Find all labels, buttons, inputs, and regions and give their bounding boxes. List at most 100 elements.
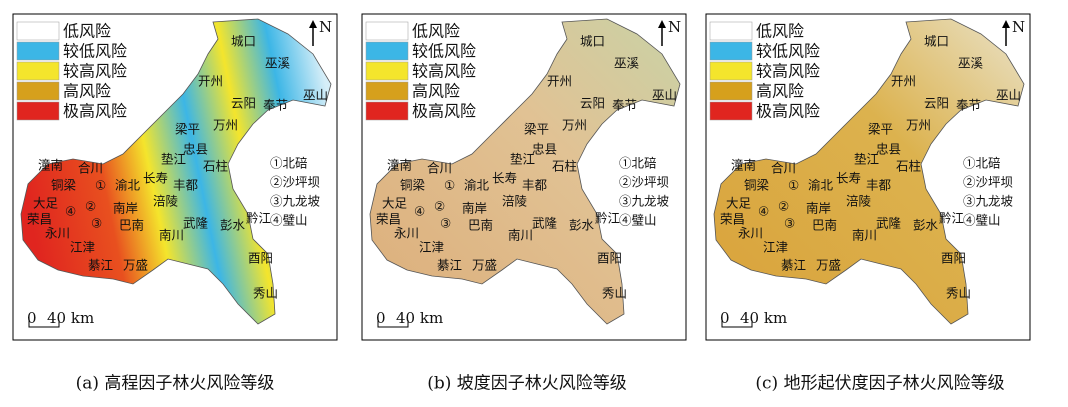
place-label: 忠县 bbox=[183, 142, 208, 157]
place-label: 万盛 bbox=[816, 258, 841, 273]
place-label: 铜梁 bbox=[51, 178, 77, 193]
scale-bar bbox=[721, 320, 753, 328]
legend-label: 较低风险 bbox=[412, 42, 476, 61]
place-label: 开州 bbox=[891, 74, 916, 89]
place-label: 开州 bbox=[547, 74, 572, 89]
district-note: ①北碚 bbox=[270, 156, 308, 171]
place-label: 忠县 bbox=[532, 142, 557, 157]
panel-caption: (b) 坡度因子林火风险等级 bbox=[427, 374, 627, 394]
place-label: 丰都 bbox=[522, 178, 548, 193]
legend-swatch bbox=[709, 21, 753, 41]
place-label: 云阳 bbox=[580, 96, 605, 111]
scale-bar bbox=[28, 320, 60, 328]
legend-label: 低风险 bbox=[63, 22, 111, 41]
place-label: 南川 bbox=[508, 228, 533, 243]
place-label: 石柱 bbox=[203, 159, 228, 174]
legend-swatch bbox=[16, 61, 60, 81]
place-label: 武隆 bbox=[532, 216, 558, 231]
place-label: 荣昌 bbox=[376, 212, 401, 227]
district-note: ③九龙坡 bbox=[619, 194, 670, 209]
district-note: ②沙坪坝 bbox=[963, 175, 1013, 190]
scale-start: 0 bbox=[720, 309, 730, 327]
place-label: ① bbox=[95, 178, 106, 193]
place-label: 南岸 bbox=[462, 201, 487, 216]
place-label: ④ bbox=[65, 204, 76, 219]
place-label: 万盛 bbox=[123, 258, 148, 273]
place-label: 涪陵 bbox=[502, 194, 528, 209]
place-label: 城口 bbox=[580, 34, 605, 49]
place-label: 秀山 bbox=[253, 286, 278, 301]
scale-end: 40 km bbox=[740, 309, 787, 327]
place-label: 南川 bbox=[159, 228, 184, 243]
place-label: 江津 bbox=[419, 240, 444, 255]
place-label: 綦江 bbox=[88, 258, 113, 273]
place-label: 万盛 bbox=[472, 258, 497, 273]
place-label: 黔江 bbox=[246, 211, 271, 226]
legend-swatch bbox=[709, 101, 753, 121]
place-label: 万州 bbox=[906, 118, 931, 133]
place-label: ② bbox=[778, 199, 789, 214]
place-label: 梁平 bbox=[868, 122, 893, 137]
place-label: 涪陵 bbox=[846, 194, 872, 209]
north-label: N bbox=[1012, 18, 1025, 36]
legend-label: 高风险 bbox=[412, 82, 460, 101]
district-note: ②沙坪坝 bbox=[619, 175, 669, 190]
place-label: 渝北 bbox=[808, 178, 834, 193]
north-arrowhead bbox=[309, 20, 317, 28]
scale-end: 40 km bbox=[396, 309, 443, 327]
place-label: 万州 bbox=[213, 118, 238, 133]
place-label: 荣昌 bbox=[27, 212, 52, 227]
legend-swatch bbox=[16, 101, 60, 121]
district-note: ②沙坪坝 bbox=[270, 175, 320, 190]
place-label: 奉节 bbox=[612, 98, 637, 113]
north-label: N bbox=[319, 18, 332, 36]
district-note: ③九龙坡 bbox=[270, 194, 321, 209]
district-note: ①北碚 bbox=[963, 156, 1001, 171]
place-label: 忠县 bbox=[876, 142, 901, 157]
place-label: 合川 bbox=[427, 161, 452, 176]
place-label: 酉阳 bbox=[597, 251, 622, 266]
place-label: 潼南 bbox=[38, 158, 63, 173]
place-label: 巫山 bbox=[652, 88, 677, 103]
place-label: ④ bbox=[758, 204, 769, 219]
north-arrowhead bbox=[1002, 20, 1010, 28]
place-label: 渝北 bbox=[464, 178, 490, 193]
place-label: 酉阳 bbox=[941, 251, 966, 266]
place-label: 渝北 bbox=[115, 178, 141, 193]
place-label: 江津 bbox=[763, 240, 788, 255]
place-label: 云阳 bbox=[231, 96, 256, 111]
place-label: 梁平 bbox=[175, 122, 200, 137]
place-label: 巴南 bbox=[119, 218, 144, 233]
place-label: ② bbox=[434, 199, 445, 214]
place-label: 武隆 bbox=[876, 216, 902, 231]
place-label: 丰都 bbox=[173, 178, 199, 193]
place-label: ③ bbox=[440, 216, 451, 231]
place-label: 铜梁 bbox=[400, 178, 426, 193]
place-label: 潼南 bbox=[731, 158, 756, 173]
place-label: ① bbox=[444, 178, 455, 193]
legend-label: 较高风险 bbox=[63, 62, 127, 81]
north-arrowhead bbox=[658, 20, 666, 28]
place-label: 垫江 bbox=[161, 152, 186, 167]
scale-end: 40 km bbox=[47, 309, 94, 327]
legend-swatch bbox=[16, 21, 60, 41]
place-label: 云阳 bbox=[924, 96, 949, 111]
place-label: 巫山 bbox=[303, 88, 328, 103]
legend-swatch bbox=[16, 41, 60, 61]
place-label: 垫江 bbox=[510, 152, 535, 167]
legend-swatch bbox=[16, 81, 60, 101]
place-label: ④ bbox=[414, 204, 425, 219]
legend-label: 低风险 bbox=[756, 22, 804, 41]
panel-caption: (a) 高程因子林火风险等级 bbox=[76, 374, 275, 394]
place-label: 涪陵 bbox=[153, 194, 179, 209]
place-label: 南岸 bbox=[113, 201, 138, 216]
place-label: 黔江 bbox=[595, 211, 620, 226]
place-label: 南川 bbox=[852, 228, 877, 243]
place-label: 彭水 bbox=[220, 218, 246, 233]
place-label: ② bbox=[85, 199, 96, 214]
place-label: 开州 bbox=[198, 74, 223, 89]
place-label: 秀山 bbox=[946, 286, 971, 301]
legend-label: 较高风险 bbox=[756, 62, 820, 81]
legend-swatch bbox=[365, 61, 409, 81]
